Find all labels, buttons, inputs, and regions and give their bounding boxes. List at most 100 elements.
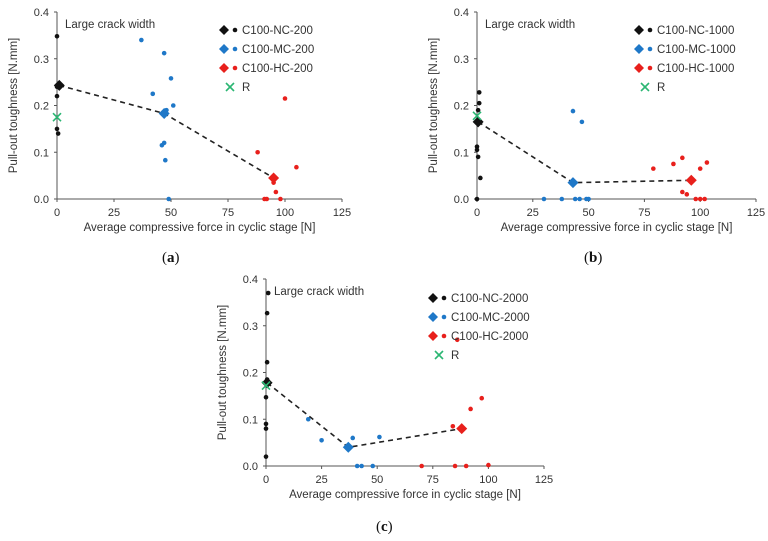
point-nc	[264, 359, 270, 365]
legend-dot-mc	[441, 314, 447, 320]
mean-marker-hc	[456, 423, 468, 435]
point-nc	[475, 154, 481, 160]
mean-marker-r	[261, 381, 271, 391]
point-hc	[704, 160, 710, 165]
legend-dot-nc	[441, 295, 447, 301]
point-hc	[294, 164, 299, 170]
point-mc	[161, 140, 167, 146]
chart-b: 0.0 0.1 0.2 0.3 0.4 0 25 50 75 100 125 Average comp…	[428, 7, 765, 234]
point-mc	[170, 103, 176, 108]
legend-label: C100-HC-2000	[451, 331, 528, 343]
point-mc	[139, 37, 144, 43]
panel-label-a: (a)	[162, 250, 180, 266]
point-mc	[350, 435, 356, 441]
legend-dot-hc	[232, 65, 238, 71]
y-tick-label: 0.3	[34, 54, 49, 66]
legend-marker-nc	[219, 25, 229, 35]
x-tick-label: 100	[691, 207, 709, 219]
mean-marker-mc	[567, 177, 579, 189]
legend-label: R	[451, 350, 459, 362]
chart-c: 0.0 0.1 0.2 0.3 0.4 0 25 50 75 100 125 Average comp…	[217, 274, 553, 501]
panel-label-c: (c)	[376, 519, 393, 535]
point-hc	[463, 463, 469, 469]
point-mc	[359, 463, 364, 469]
y-tick-label: 0.3	[454, 54, 469, 66]
x-axis-title: Average compressive force in cyclic stag…	[289, 489, 521, 501]
point-hc	[273, 189, 279, 195]
y-axis-title: Pull-out toughness [N.mm]	[217, 305, 229, 441]
point-hc	[452, 463, 458, 469]
point-nc	[54, 126, 60, 132]
legend-label: C100-NC-200	[242, 25, 313, 37]
y-tick-label: 0.0	[243, 461, 258, 473]
mean-marker-hc	[685, 174, 697, 186]
legend: C100-NC-1000 C100-MC-1000 C100-HC-1000 R	[634, 25, 736, 94]
point-mc	[150, 91, 156, 97]
point-hc	[264, 196, 270, 202]
point-mc	[161, 50, 167, 56]
y-tick-label: 0.4	[243, 274, 258, 286]
legend-dot-hc	[647, 65, 653, 71]
legend-marker-mc	[634, 44, 644, 54]
point-mc	[168, 76, 174, 81]
point-nc	[474, 144, 480, 149]
x-tick-label: 50	[371, 474, 383, 486]
point-nc	[263, 394, 269, 400]
legend-label: C100-MC-200	[242, 44, 314, 56]
point-mc	[572, 196, 578, 202]
legend: C100-NC-2000 C100-MC-2000 C100-HC-2000 R	[428, 293, 530, 362]
point-hc	[702, 196, 707, 202]
point-nc	[263, 421, 269, 427]
x-tick-label: 50	[582, 207, 594, 219]
point-nc	[478, 175, 483, 181]
legend-marker-mc	[219, 44, 229, 54]
legend-dot-nc	[647, 27, 653, 33]
x-axis-title: Average compressive force in cyclic stag…	[84, 222, 316, 234]
point-hc	[684, 192, 690, 197]
point-mc	[166, 196, 172, 202]
legend-label: C100-MC-2000	[451, 312, 530, 324]
point-nc	[265, 290, 271, 296]
mean-marker-nc	[53, 79, 65, 91]
point-hc	[278, 196, 283, 202]
point-mc	[163, 157, 168, 163]
point-mc	[377, 434, 382, 440]
point-nc	[476, 100, 482, 106]
panel-label-b: (b)	[584, 250, 603, 266]
point-hc	[468, 406, 473, 412]
x-tick-label: 100	[479, 474, 497, 486]
legend-dot-nc	[232, 27, 238, 33]
point-hc	[680, 155, 685, 161]
point-hc	[486, 462, 491, 468]
mean-marker-mc	[158, 107, 170, 119]
y-tick-label: 0.2	[34, 101, 49, 113]
x-tick-label: 25	[527, 207, 539, 219]
legend-label: C100-HC-1000	[657, 63, 734, 75]
point-nc	[475, 107, 481, 113]
trend-line	[59, 84, 275, 179]
mean-marker-mc	[342, 441, 354, 453]
point-mc	[354, 463, 360, 469]
crack-width-annotation: Large crack width	[274, 286, 364, 298]
x-tick-label: 0	[263, 474, 269, 486]
legend-marker-nc	[428, 293, 438, 303]
chart-a: 0.0 0.1 0.2 0.3 0.4 0 25 50 75 100 125 Average comp…	[8, 7, 351, 234]
legend-label: C100-HC-200	[242, 63, 313, 75]
point-hc	[697, 196, 703, 202]
x-tick-label: 25	[108, 207, 120, 219]
legend-label: C100-MC-1000	[657, 44, 736, 56]
y-tick-label: 0.2	[454, 101, 469, 113]
point-hc	[680, 189, 685, 195]
legend-label: R	[657, 82, 665, 94]
x-tick-label: 50	[165, 207, 177, 219]
crack-width-annotation: Large crack width	[485, 19, 575, 31]
point-hc	[693, 196, 699, 202]
point-mc	[541, 196, 547, 202]
x-tick-label: 75	[427, 474, 439, 486]
legend-dot-mc	[647, 46, 653, 52]
mean-marker-r	[472, 111, 482, 121]
point-hc	[282, 96, 288, 101]
x-tick-label: 0	[474, 207, 480, 219]
y-tick-label: 0.1	[454, 147, 469, 159]
mean-marker-nc	[261, 377, 273, 389]
